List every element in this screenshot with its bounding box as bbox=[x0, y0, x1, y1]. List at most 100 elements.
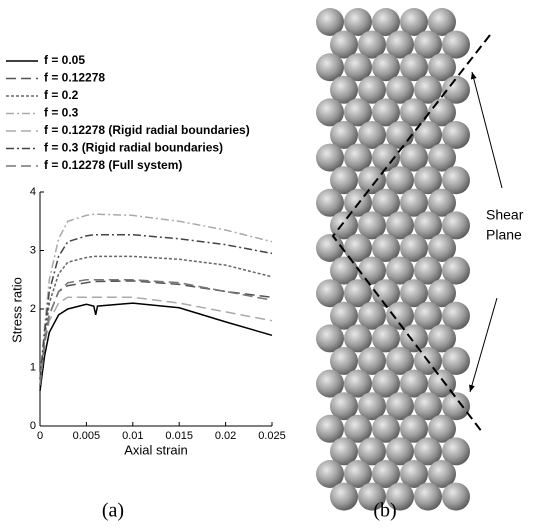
particle bbox=[414, 256, 442, 285]
particle bbox=[372, 324, 400, 353]
particle bbox=[330, 437, 358, 466]
particle bbox=[372, 414, 400, 443]
x-tick-label: 0.02 bbox=[215, 430, 236, 442]
particle bbox=[386, 121, 414, 149]
particle bbox=[442, 75, 470, 104]
particle bbox=[386, 482, 414, 511]
particle bbox=[372, 234, 400, 262]
particle bbox=[400, 460, 428, 488]
particle bbox=[414, 30, 442, 59]
particle bbox=[428, 324, 456, 353]
particle bbox=[414, 301, 442, 330]
particle bbox=[358, 301, 386, 330]
arrow bbox=[469, 297, 498, 393]
particle bbox=[400, 53, 428, 82]
particle bbox=[386, 392, 414, 421]
particle bbox=[316, 460, 344, 488]
particle bbox=[372, 8, 400, 36]
particle bbox=[358, 121, 386, 149]
particle bbox=[428, 8, 456, 36]
particle bbox=[330, 75, 358, 104]
particle bbox=[330, 392, 358, 421]
particle bbox=[358, 30, 386, 59]
particle bbox=[358, 256, 386, 285]
particle bbox=[330, 166, 358, 195]
x-tick-label: 0.015 bbox=[165, 430, 193, 442]
particle bbox=[442, 121, 470, 149]
particle bbox=[400, 279, 428, 308]
particle bbox=[400, 324, 428, 353]
particle bbox=[428, 143, 456, 172]
x-tick-label: 0.025 bbox=[258, 430, 286, 442]
particle bbox=[330, 30, 358, 59]
particle bbox=[442, 482, 470, 511]
particle bbox=[442, 301, 470, 330]
particle bbox=[344, 8, 372, 36]
particle bbox=[428, 188, 456, 217]
particle bbox=[386, 256, 414, 285]
particle bbox=[316, 279, 344, 308]
particle bbox=[428, 369, 456, 398]
x-axis-label: Axial strain bbox=[124, 442, 188, 457]
line bbox=[39, 213, 273, 380]
particle bbox=[316, 188, 344, 217]
particle bbox=[358, 75, 386, 104]
legend-label: f = 0.12278 (Full system) bbox=[44, 158, 182, 172]
particle bbox=[316, 324, 344, 353]
legend-label: f = 0.2 bbox=[44, 88, 79, 102]
line bbox=[39, 302, 273, 391]
particle bbox=[358, 211, 386, 240]
particle bbox=[414, 482, 442, 511]
y-tick-label: 3 bbox=[30, 244, 36, 256]
y-axis-label: Stress ratio bbox=[9, 277, 24, 343]
particle bbox=[428, 234, 456, 262]
y-tick-label: 4 bbox=[30, 186, 36, 198]
particle bbox=[316, 143, 344, 172]
particle bbox=[330, 482, 358, 511]
particle bbox=[372, 460, 400, 488]
annotation: Plane bbox=[486, 227, 522, 243]
particle bbox=[330, 256, 358, 285]
particle bbox=[316, 234, 344, 262]
panel-label: (b) bbox=[373, 500, 396, 522]
particle bbox=[428, 460, 456, 488]
particle bbox=[428, 279, 456, 308]
particle bbox=[400, 188, 428, 217]
particle bbox=[414, 75, 442, 104]
panel-label: (a) bbox=[102, 500, 124, 522]
line bbox=[39, 296, 273, 386]
particle bbox=[400, 414, 428, 443]
particle bbox=[414, 437, 442, 466]
particle bbox=[400, 234, 428, 262]
line bbox=[39, 279, 273, 386]
particle bbox=[400, 98, 428, 127]
particle bbox=[330, 211, 358, 240]
particle bbox=[372, 143, 400, 172]
particle bbox=[386, 301, 414, 330]
particle bbox=[386, 211, 414, 240]
particle bbox=[372, 188, 400, 217]
particle bbox=[386, 166, 414, 195]
particle bbox=[400, 369, 428, 398]
arrow bbox=[470, 71, 503, 189]
particle bbox=[330, 347, 358, 375]
particle bbox=[400, 8, 428, 36]
particle bbox=[316, 414, 344, 443]
particle bbox=[372, 279, 400, 308]
particle bbox=[372, 98, 400, 127]
particle bbox=[442, 166, 470, 195]
particle bbox=[344, 414, 372, 443]
line bbox=[39, 280, 273, 386]
particle bbox=[372, 369, 400, 398]
particle bbox=[316, 369, 344, 398]
legend-label: f = 0.3 bbox=[44, 106, 79, 120]
particle bbox=[428, 414, 456, 443]
legend-label: f = 0.12278 (Rigid radial boundaries) bbox=[44, 123, 250, 137]
particle bbox=[414, 121, 442, 149]
particle bbox=[414, 392, 442, 421]
particle bbox=[442, 347, 470, 375]
particle bbox=[358, 166, 386, 195]
particle bbox=[344, 143, 372, 172]
legend-label: f = 0.12278 bbox=[44, 71, 105, 85]
